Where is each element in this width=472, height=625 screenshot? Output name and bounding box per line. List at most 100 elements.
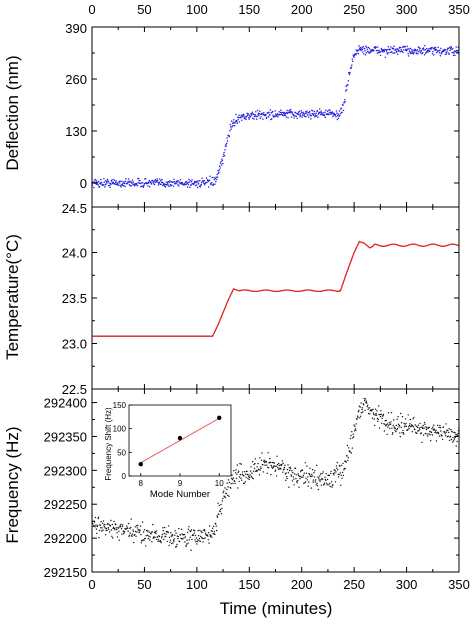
inset-point	[177, 435, 183, 441]
deflection-point	[428, 48, 430, 50]
deflection-point	[450, 46, 453, 48]
frequency-point	[275, 475, 278, 477]
frequency-point	[338, 473, 340, 476]
deflection-point	[431, 46, 433, 48]
frequency-point	[104, 523, 106, 526]
deflection-point	[280, 109, 282, 111]
frequency-point	[305, 472, 308, 474]
deflection-point	[430, 48, 432, 50]
frequency-point	[334, 469, 336, 472]
frequency-point	[385, 424, 388, 426]
frequency-point	[419, 422, 421, 425]
frequency-point	[249, 476, 251, 479]
deflection-point	[103, 181, 106, 183]
deflection-point	[206, 181, 208, 183]
deflection-point	[245, 115, 248, 118]
frequency-point	[187, 542, 189, 544]
frequency-point	[341, 477, 343, 479]
frequency-point	[389, 427, 391, 430]
frequency-point	[304, 462, 306, 464]
frequency-point	[435, 440, 438, 442]
frequency-point	[357, 416, 359, 419]
frequency-point	[260, 459, 263, 461]
frequency-point	[404, 426, 406, 428]
frequency-point	[252, 477, 254, 480]
deflection-point	[93, 181, 95, 183]
deflection-point	[139, 179, 141, 182]
frequency-point	[179, 534, 182, 536]
deflection-point	[278, 111, 280, 113]
frequency-point	[401, 432, 403, 434]
frequency-point	[240, 477, 242, 479]
frequency-point	[200, 530, 202, 533]
frequency-point	[127, 522, 130, 525]
frequency-point	[223, 490, 225, 492]
deflection-point	[384, 56, 387, 58]
deflection-point	[150, 183, 153, 185]
frequency-point	[313, 476, 316, 478]
frequency-point	[392, 432, 394, 434]
deflection-point	[251, 113, 253, 115]
deflection-point	[348, 73, 351, 76]
frequency-point	[334, 481, 337, 483]
frequency-point	[162, 529, 164, 532]
deflection-point	[357, 49, 359, 52]
deflection-point	[291, 110, 293, 113]
deflection-point	[123, 181, 125, 183]
deflection-point	[395, 51, 398, 54]
deflection-point	[433, 48, 436, 50]
deflection-point	[359, 46, 361, 49]
frequency-point	[342, 474, 345, 477]
frequency-point	[289, 466, 291, 468]
frequency-point	[266, 464, 268, 466]
frequency-point	[304, 482, 306, 484]
deflection-point	[421, 52, 423, 55]
deflection-point	[148, 179, 151, 182]
deflection-point	[415, 52, 418, 55]
deflection-point	[379, 54, 382, 56]
frequency-point	[407, 426, 410, 428]
inset-x-tick-label: 9	[178, 479, 183, 488]
deflection-point	[416, 49, 419, 51]
frequency-point	[256, 470, 259, 472]
deflection-point	[266, 116, 268, 119]
deflection-point	[119, 184, 122, 187]
frequency-point	[204, 537, 206, 539]
deflection-point	[299, 113, 302, 115]
frequency-point	[200, 535, 202, 538]
frequency-point	[396, 429, 398, 431]
deflection-point	[376, 49, 378, 52]
frequency-point	[243, 482, 246, 484]
deflection-point	[205, 177, 208, 179]
deflection-point	[412, 53, 415, 55]
deflection-point	[226, 137, 228, 139]
frequency-point	[307, 485, 309, 487]
frequency-point	[431, 434, 434, 436]
deflection-point	[287, 116, 289, 119]
deflection-point	[238, 121, 241, 123]
deflection-point	[223, 151, 225, 154]
frequency-point	[180, 528, 183, 530]
frequency-point	[94, 526, 96, 528]
deflection-point	[222, 162, 224, 165]
frequency-point	[395, 424, 397, 427]
inset-point	[138, 461, 143, 467]
frequency-point	[163, 532, 165, 535]
frequency-point	[285, 479, 287, 482]
frequency-point	[430, 440, 432, 442]
frequency-point	[389, 423, 392, 425]
deflection-point	[397, 48, 399, 51]
frequency-point	[256, 466, 258, 468]
deflection-point	[436, 51, 438, 54]
deflection-point	[236, 120, 238, 123]
x-top-tick-label: 350	[448, 2, 470, 17]
frequency-point	[428, 426, 430, 429]
frequency-point	[135, 535, 137, 537]
frequency-point	[353, 430, 356, 432]
deflection-point	[424, 49, 427, 51]
deflection-point	[304, 112, 306, 115]
frequency-point	[174, 530, 176, 532]
frequency-point	[426, 435, 429, 437]
frequency-point	[127, 527, 129, 529]
frequency-point	[432, 426, 434, 428]
